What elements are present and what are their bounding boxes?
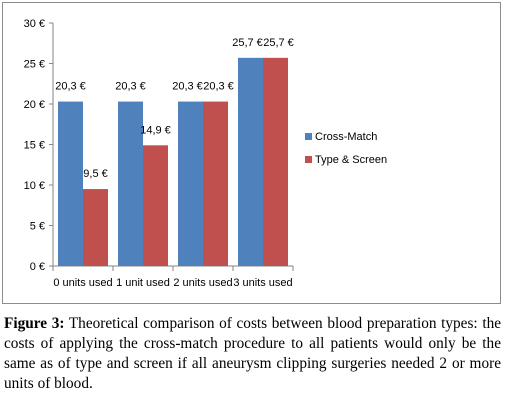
legend-swatch xyxy=(305,156,312,163)
data-label: 9,5 € xyxy=(83,168,107,180)
data-label: 20,3 € xyxy=(172,81,203,93)
bar-type-screen xyxy=(143,145,168,266)
data-label: 25,7 € xyxy=(263,37,294,49)
y-tick-label: 0 € xyxy=(30,261,45,273)
bar-type-screen xyxy=(263,57,288,266)
y-tick-label: 20 € xyxy=(24,99,45,111)
bar-cross-match xyxy=(178,101,203,266)
x-tick-label: 2 units used xyxy=(173,277,232,289)
data-label: 25,7 € xyxy=(232,37,263,49)
y-tick-label: 15 € xyxy=(24,140,45,152)
data-label: 20,3 € xyxy=(115,81,146,93)
caption-text: Theoretical comparison of costs between … xyxy=(4,315,502,392)
legend-label: Type & Screen xyxy=(315,154,387,166)
bar-type-screen xyxy=(203,101,228,266)
data-label: 20,3 € xyxy=(203,81,234,93)
bar-cross-match xyxy=(58,101,83,266)
x-tick-label: 0 units used xyxy=(53,277,112,289)
legend-swatch xyxy=(305,133,312,140)
caption-label: Figure 3: xyxy=(4,315,65,332)
data-label: 14,9 € xyxy=(140,124,171,136)
chart-container: 0 € 5 € 10 € 15 € 20 € 25 € 30 € 0 units used 1 … xyxy=(2,2,501,304)
y-tick-label: 30 € xyxy=(24,18,45,30)
bar-chart: 0 € 5 € 10 € 15 € 20 € 25 € 30 € 0 units used 1 … xyxy=(24,18,388,289)
bar-cross-match xyxy=(118,101,143,266)
legend-label: Cross-Match xyxy=(315,131,377,143)
y-tick-label: 5 € xyxy=(30,221,45,233)
bar-type-screen xyxy=(83,189,108,266)
bar-cross-match xyxy=(238,57,263,266)
data-label: 20,3 € xyxy=(55,81,86,93)
x-tick-label: 3 units used xyxy=(233,277,292,289)
x-tick-label: 1 unit used xyxy=(116,277,170,289)
y-tick-label: 10 € xyxy=(24,180,45,192)
y-tick-label: 25 € xyxy=(24,59,45,71)
figure-caption: Figure 3: Theoretical comparison of cost… xyxy=(4,314,501,394)
